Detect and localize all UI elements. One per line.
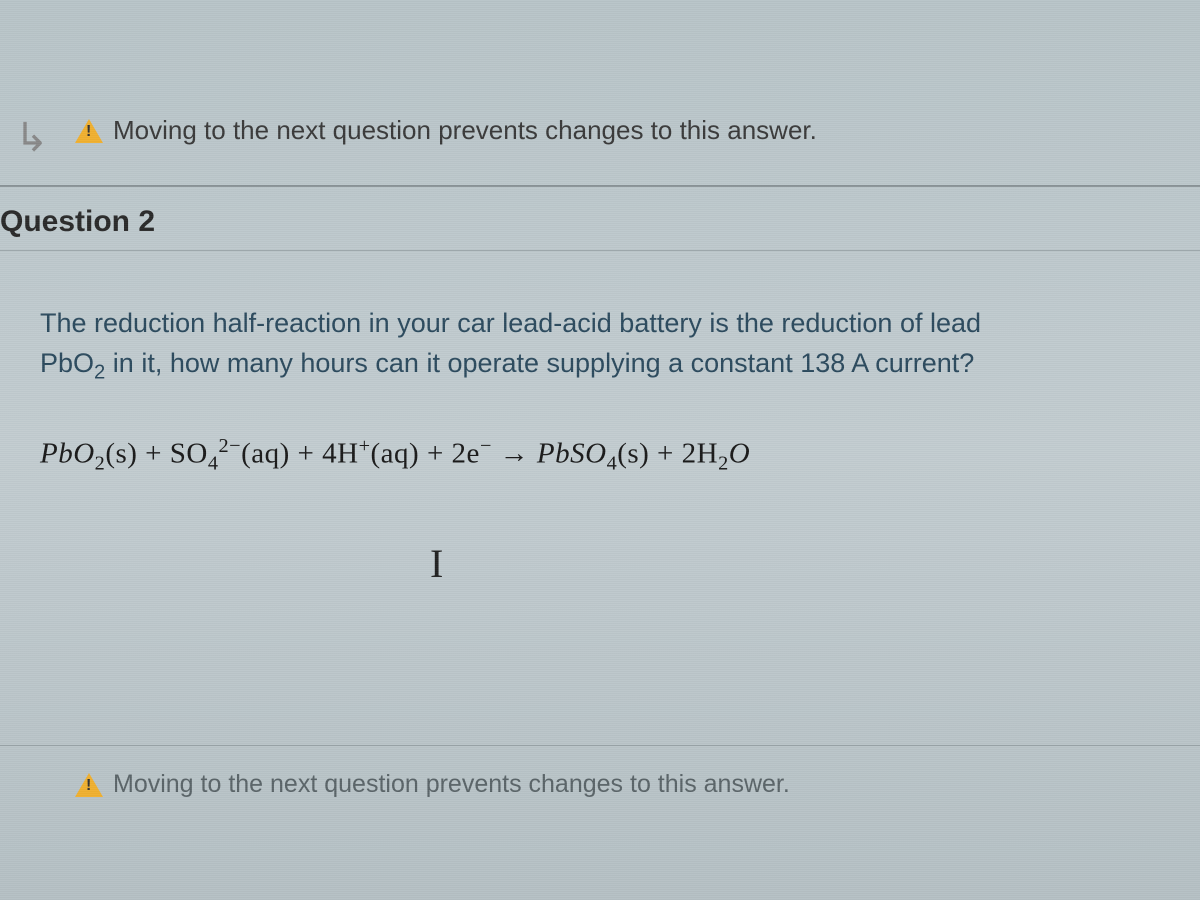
warning-icon-bottom bbox=[75, 773, 103, 797]
eq-p3: (aq) + 4H bbox=[241, 438, 358, 470]
warning-icon bbox=[75, 119, 103, 143]
question-line-2-rest: in it, how many hours can it operate sup… bbox=[105, 348, 974, 378]
eq-sub2: 4 bbox=[208, 452, 219, 474]
divider-bottom bbox=[0, 745, 1200, 746]
eq-p2: (s) + SO bbox=[105, 438, 208, 470]
eq-p6: (s) + 2H bbox=[617, 438, 718, 470]
formula-sub-2: 2 bbox=[94, 361, 105, 383]
divider-mid bbox=[0, 250, 1200, 251]
eq-p7: O bbox=[729, 438, 750, 470]
eq-p4: (aq) + 2e bbox=[371, 438, 480, 470]
warning-row-bottom: Moving to the next question prevents cha… bbox=[75, 770, 790, 799]
formula-pbo: PbO bbox=[40, 348, 94, 378]
question-header: Question 2 bbox=[0, 205, 155, 239]
eq-pbso4: PbSO bbox=[537, 438, 607, 470]
eq-sup2: 2− bbox=[218, 435, 241, 457]
eq-sup3: + bbox=[359, 435, 371, 457]
warning-text-top: Moving to the next question prevents cha… bbox=[113, 115, 817, 146]
text-cursor: I bbox=[430, 540, 443, 587]
question-body: The reduction half-reaction in your car … bbox=[40, 305, 1200, 387]
eq-sub1: 2 bbox=[95, 452, 106, 474]
question-line-2: PbO2 in it, how many hours can it operat… bbox=[40, 345, 1200, 387]
warning-row-top: Moving to the next question prevents cha… bbox=[75, 115, 817, 146]
reduction-equation: PbO2(s) + SO42−(aq) + 4H+(aq) + 2e− → Pb… bbox=[40, 435, 750, 475]
eq-sub6: 2 bbox=[718, 452, 729, 474]
nav-arrow-top[interactable]: ↳ bbox=[15, 115, 49, 161]
eq-sup4: − bbox=[480, 435, 492, 457]
eq-pbo2: PbO bbox=[40, 438, 95, 470]
divider-top bbox=[0, 185, 1200, 187]
eq-sub5: 4 bbox=[607, 452, 618, 474]
warning-text-bottom: Moving to the next question prevents cha… bbox=[113, 770, 790, 799]
question-line-1: The reduction half-reaction in your car … bbox=[40, 305, 1200, 343]
eq-arrow: → bbox=[500, 438, 530, 470]
